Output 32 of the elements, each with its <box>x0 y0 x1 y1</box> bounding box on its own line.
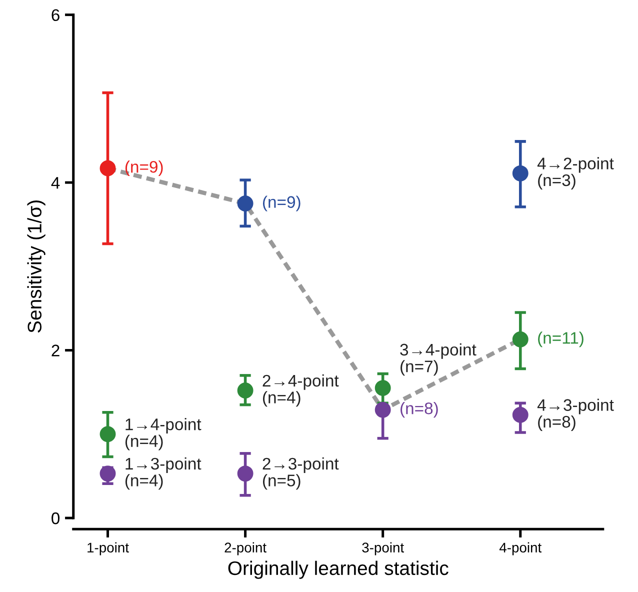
y-tick-label: 0 <box>52 512 60 524</box>
point <box>374 402 391 418</box>
point <box>100 466 116 482</box>
point <box>237 382 254 398</box>
x-tick-label: 1-point <box>88 542 129 556</box>
x-tick-label: 2-point <box>224 542 266 556</box>
x-tick-label: 3-point <box>362 542 404 556</box>
annotation: (n=8) <box>400 402 438 418</box>
point <box>512 406 528 423</box>
point <box>100 426 116 442</box>
x-axis-title: Originally learned statistic <box>228 560 448 579</box>
annotation: 3→4-point (n=7) <box>400 343 476 376</box>
annotation: 2→4-point (n=4) <box>262 374 339 407</box>
annotation: 1→4-point (n=4) <box>125 418 202 450</box>
point <box>237 196 254 212</box>
x-tick-label: 4-point <box>499 542 542 556</box>
y-axis-title: Sensitivity (1/σ) <box>27 200 46 333</box>
annotation: 1→3-point (n=4) <box>125 457 202 490</box>
annotation: (n=11) <box>538 332 584 348</box>
y-tick-label: 4 <box>51 177 60 189</box>
annotation: 2→3-point (n=5) <box>262 457 339 490</box>
point <box>237 466 254 482</box>
point <box>512 331 528 348</box>
point <box>512 165 528 182</box>
annotation: 4→3-point (n=8) <box>537 398 614 431</box>
y-tick-label: 6 <box>52 9 60 22</box>
annotation: (n=9) <box>263 196 300 212</box>
point <box>100 160 116 176</box>
point <box>374 380 391 396</box>
annotation: 4→2-point (n=3) <box>537 157 614 190</box>
annotation: (n=9) <box>125 160 163 176</box>
y-tick-label: 2 <box>52 344 60 356</box>
